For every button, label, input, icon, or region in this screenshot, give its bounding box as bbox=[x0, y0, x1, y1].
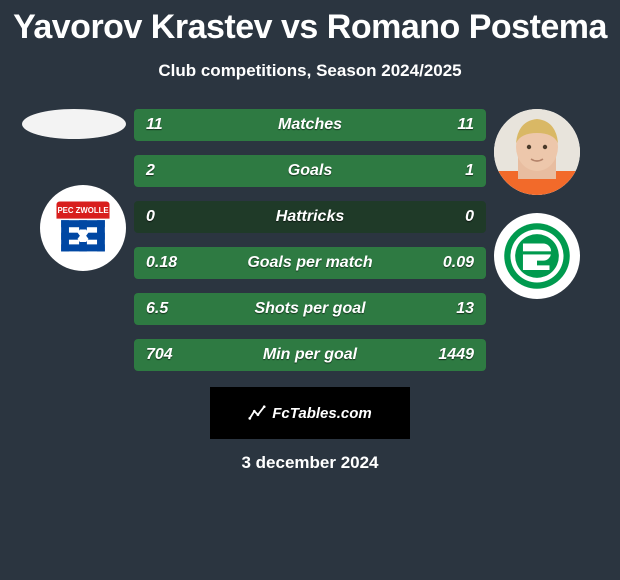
page-title: Yavorov Krastev vs Romano Postema bbox=[0, 0, 620, 47]
stat-row: 11 Matches 11 bbox=[134, 109, 486, 141]
stat-left-value: 704 bbox=[146, 346, 173, 364]
player-face-icon bbox=[494, 109, 580, 195]
stat-left-value: 2 bbox=[146, 162, 155, 180]
stat-label: Min per goal bbox=[263, 346, 357, 364]
stat-label: Matches bbox=[278, 116, 342, 134]
right-club-badge bbox=[494, 213, 580, 299]
stat-right-value: 1 bbox=[465, 162, 474, 180]
pec-zwolle-icon: PEC ZWOLLE bbox=[44, 189, 122, 267]
stat-left-value: 6.5 bbox=[146, 300, 168, 318]
stat-right-value: 11 bbox=[457, 116, 474, 134]
stat-label: Hattricks bbox=[276, 208, 344, 226]
right-column bbox=[494, 109, 604, 299]
comparison-panel: PEC ZWOLLE 11Matches112Goals10Hattricks0… bbox=[0, 109, 620, 371]
stat-row: 0 Hattricks 0 bbox=[134, 201, 486, 233]
stat-left-value: 0 bbox=[146, 208, 155, 226]
subtitle: Club competitions, Season 2024/2025 bbox=[0, 61, 620, 81]
stat-row: 6.5 Shots per goal 13 bbox=[134, 293, 486, 325]
stat-right-value: 0.09 bbox=[443, 254, 474, 272]
stat-right-value: 13 bbox=[456, 300, 474, 318]
right-player-avatar bbox=[494, 109, 580, 195]
fc-groningen-icon bbox=[498, 217, 576, 295]
chart-icon bbox=[248, 404, 266, 422]
stat-label: Goals bbox=[288, 162, 332, 180]
stat-row: 2 Goals 1 bbox=[134, 155, 486, 187]
stat-left-value: 11 bbox=[146, 116, 163, 134]
stat-right-value: 0 bbox=[465, 208, 474, 226]
stat-right-value: 1449 bbox=[438, 346, 474, 364]
stat-bars: 11 Matches 11 2 Goals 1 0 Hattricks 0 0.18 Goals p… bbox=[134, 109, 486, 371]
watermark-text: FcTables.com bbox=[272, 405, 371, 422]
left-column: PEC ZWOLLE bbox=[16, 109, 126, 271]
left-player-avatar bbox=[22, 109, 126, 139]
stat-row: 704 Min per goal 1449 bbox=[134, 339, 486, 371]
stat-left-value: 0.18 bbox=[146, 254, 177, 272]
svg-text:PEC ZWOLLE: PEC ZWOLLE bbox=[57, 206, 108, 215]
stat-label: Shots per goal bbox=[254, 300, 365, 318]
stat-label: Goals per match bbox=[247, 254, 372, 272]
watermark: FcTables.com bbox=[210, 387, 410, 439]
left-club-badge: PEC ZWOLLE bbox=[40, 185, 126, 271]
date-text: 3 december 2024 bbox=[0, 453, 620, 473]
stat-row: 0.18 Goals per match 0.09 bbox=[134, 247, 486, 279]
